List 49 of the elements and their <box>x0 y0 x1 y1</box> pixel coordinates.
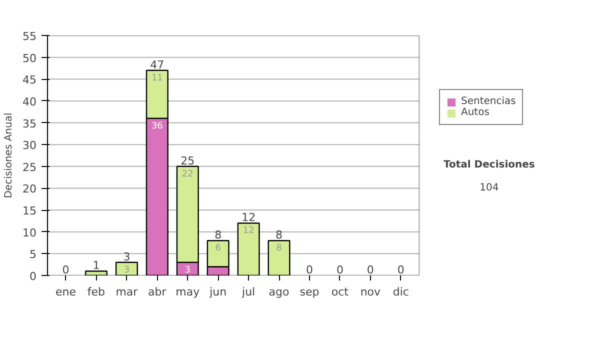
total-label: 8 <box>276 228 283 242</box>
y-tick-label: 55 <box>22 30 37 43</box>
x-tick-label: may <box>176 286 200 298</box>
y-tick-label: 5 <box>30 248 36 262</box>
legend-label: Sentencias <box>461 96 516 107</box>
data-label: 11 <box>151 73 163 84</box>
legend-label: Autos <box>461 107 490 118</box>
x-tick-label: dic <box>392 286 409 298</box>
total-label: 0 <box>336 264 344 276</box>
x-tick-label: jul <box>241 286 256 298</box>
total-label: 47 <box>150 58 164 72</box>
x-tick-label: sep <box>300 286 320 298</box>
y-tick-label: 45 <box>22 74 37 87</box>
y-tick-label: 15 <box>22 204 37 218</box>
y-tick-label: 20 <box>22 182 37 196</box>
y-axis-title: Decisiones Anual <box>4 112 15 198</box>
data-label: 36 <box>151 121 164 132</box>
total-label: 0 <box>397 264 404 276</box>
x-tick-label: abr <box>148 286 167 298</box>
x-tick-label: oct <box>331 286 350 298</box>
y-tick-label: 35 <box>22 117 37 130</box>
data-label: 12 <box>242 226 254 236</box>
y-tick-label: 10 <box>22 226 37 240</box>
data-label: 8 <box>276 244 282 254</box>
x-tick-label: ago <box>268 286 290 298</box>
total-label: 0 <box>366 264 374 276</box>
x-tick-label: ene <box>56 286 76 298</box>
total-label: 1 <box>92 259 100 272</box>
y-tick-label: 0 <box>30 270 36 283</box>
data-label: 6 <box>215 244 222 254</box>
text: 104 <box>480 182 499 194</box>
x-tick-label: feb <box>87 286 106 298</box>
text: Total Decisiones <box>444 160 535 171</box>
total-label: 3 <box>123 250 130 264</box>
data-label: 22 <box>182 169 194 180</box>
total-label: 8 <box>214 228 222 242</box>
y-tick-label: 30 <box>22 139 37 152</box>
total-label: 0 <box>306 264 313 276</box>
total-label: 0 <box>62 264 70 276</box>
x-tick-label: jun <box>208 286 227 298</box>
x-tick-label: nov <box>360 286 382 298</box>
y-tick-label: 40 <box>22 95 37 108</box>
x-tick-label: mar <box>116 286 138 298</box>
data-label: 3 <box>124 265 130 276</box>
y-tick-label: 25 <box>22 160 37 174</box>
data-label: 3 <box>184 265 191 276</box>
y-tick-label: 50 <box>22 52 37 65</box>
total-label: 25 <box>180 154 195 168</box>
total-label: 12 <box>242 211 256 224</box>
